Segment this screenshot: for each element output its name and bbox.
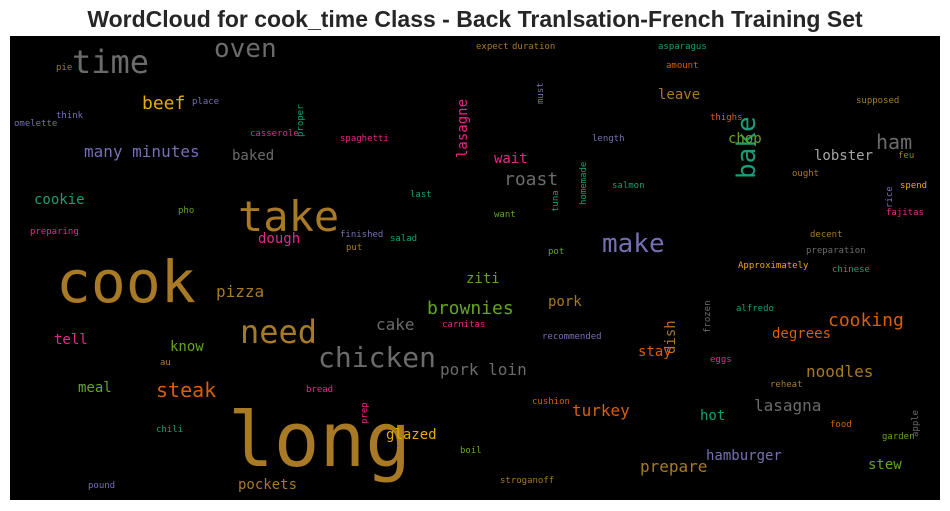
wordcloud-word: omelette (14, 119, 58, 129)
wordcloud-word: asparagus (658, 42, 707, 52)
wordcloud-word: lasagna (754, 396, 822, 415)
wordcloud-word: lobster (814, 148, 874, 164)
wordcloud-word: put (346, 243, 363, 253)
wordcloud-word: baked (232, 148, 275, 164)
wordcloud-word: length (592, 134, 625, 144)
wordcloud-word: ought (792, 169, 820, 179)
wordcloud-word: au (160, 358, 171, 368)
wordcloud-word: take (238, 192, 340, 241)
wordcloud-word: roast (504, 169, 559, 190)
wordcloud-word: need (240, 313, 318, 351)
wordcloud-word: preparing (30, 227, 79, 237)
wordcloud-word: Approximately (738, 261, 809, 271)
wordcloud-word: finished (340, 230, 384, 240)
wordcloud-word: cushion (532, 397, 570, 407)
wordcloud-word: place (192, 97, 220, 107)
wordcloud-word: thighs (710, 113, 743, 123)
wordcloud-word: casserole (250, 129, 299, 139)
wordcloud-word: stroganoff (500, 476, 555, 486)
wordcloud-word: tell (54, 332, 88, 348)
wordcloud-word: brownies (427, 298, 514, 319)
wordcloud-word: pho (178, 206, 195, 216)
wordcloud-word: cookie (34, 192, 85, 208)
wordcloud-word: spaghetti (340, 134, 389, 144)
wordcloud-word: supposed (856, 96, 900, 106)
wordcloud-word: wait (494, 151, 528, 167)
wordcloud-word: tuna (551, 190, 561, 212)
wordcloud-word: pork (548, 294, 582, 310)
wordcloud-word: last (410, 190, 432, 200)
wordcloud-word: chicken (318, 341, 437, 374)
wordcloud-word: fajitas (886, 208, 924, 218)
wordcloud-word: want (494, 210, 516, 220)
wordcloud-word: pot (548, 247, 565, 257)
wordcloud-word: pound (88, 481, 116, 491)
wordcloud-word: chop (728, 131, 762, 147)
wordcloud-word: amount (666, 61, 699, 71)
wordcloud-word: many minutes (84, 142, 200, 161)
wordcloud-word: decent (810, 230, 843, 240)
wordcloud-word: preparation (806, 246, 866, 256)
wordcloud-word: prep (360, 402, 370, 424)
wordcloud-word: degrees (772, 326, 832, 342)
wordcloud-word: steak (156, 378, 217, 402)
wordcloud-word: carnitas (442, 320, 486, 330)
chart-title: WordCloud for cook_time Class - Back Tra… (87, 6, 863, 32)
wordcloud-word: chili (156, 425, 184, 435)
wordcloud-word: ziti (466, 271, 500, 287)
wordcloud-word: frozen (703, 300, 713, 333)
wordcloud-word: know (170, 339, 204, 355)
wordcloud-word: think (56, 111, 84, 121)
wordcloud-word: pockets (238, 477, 298, 493)
wordcloud-word: lasagne (455, 98, 471, 158)
wordcloud-word: stew (868, 457, 902, 473)
wordcloud-word: pie (56, 63, 73, 73)
wordcloud-word: time (72, 43, 150, 81)
wordcloud-word: cake (376, 315, 415, 334)
wordcloud-word: dough (258, 231, 301, 247)
wordcloud-word: glazed (386, 427, 437, 443)
wordcloud-word: beef (142, 93, 186, 114)
wordcloud-word: pizza (216, 282, 265, 301)
wordcloud-word: hamburger (706, 448, 782, 464)
wordcloud-word: oven (214, 36, 277, 64)
wordcloud-word: make (602, 229, 665, 259)
wordcloud-word: chinese (832, 265, 870, 275)
word-cloud: long cook take time oven bake need make chicken h… (10, 36, 940, 500)
wordcloud-word: noodles (806, 362, 874, 381)
wordcloud-word: cook (56, 248, 196, 316)
wordcloud-word: rice (885, 186, 895, 208)
wordcloud-word: salmon (612, 181, 645, 191)
wordcloud-word: feu (898, 151, 915, 161)
wordcloud-word: bake (732, 116, 762, 179)
wordcloud-word: prepare (640, 457, 708, 476)
wordcloud-word: eggs (710, 355, 732, 365)
wordcloud-word: homemade (579, 161, 589, 205)
wordcloud-word: garden (882, 432, 915, 442)
wordcloud-word: spend (900, 181, 928, 191)
wordcloud-word: salad (390, 234, 418, 244)
wordcloud-word: ham (876, 130, 913, 154)
wordcloud-word: reheat (770, 380, 803, 390)
wordcloud-word: meal (78, 380, 112, 396)
wordcloud-word: boil (460, 446, 482, 456)
wordcloud-word: food (830, 420, 852, 430)
wordcloud-word: alfredo (736, 304, 774, 314)
wordcloud-word: duration (512, 42, 556, 52)
wordcloud-word: turkey (572, 401, 630, 420)
wordcloud-word: cooking (828, 310, 904, 331)
wordcloud-word: must (536, 82, 546, 104)
wordcloud-word: bread (306, 385, 334, 395)
wordcloud-word: expect (476, 42, 509, 52)
wordcloud-word: recommended (542, 332, 602, 342)
wordcloud-word: hot (700, 408, 726, 424)
wordcloud-word: pork loin (440, 360, 527, 379)
wordcloud-word: leave (658, 87, 701, 103)
wordcloud-word: stay (638, 344, 672, 360)
wordcloud-word: long (228, 395, 412, 484)
